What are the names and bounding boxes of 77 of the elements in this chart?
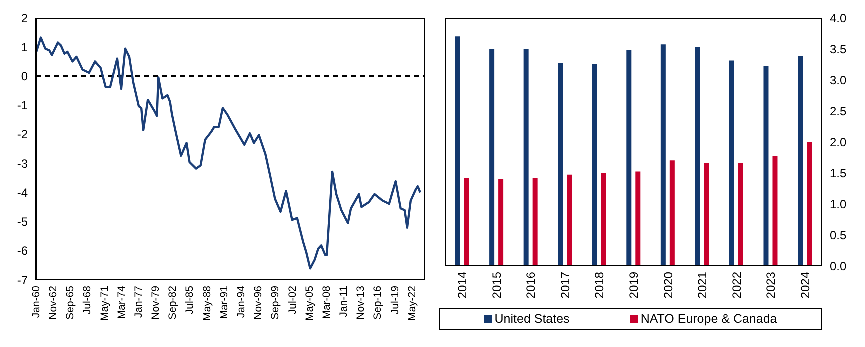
y-tick-label: 1.5 [830,166,848,180]
x-tick-label: May-71 [98,286,111,322]
bar [738,163,744,266]
y-tick-label: 0 [21,69,28,84]
bar [532,178,538,266]
bar [455,36,460,266]
y-tick-label: 4.0 [830,11,848,26]
bar [807,142,812,266]
x-tick-label: Jul-85 [184,286,196,315]
bar [772,156,778,266]
y-tick-label: -1 [17,98,28,113]
x-tick-label: Mar-08 [320,286,333,320]
bar [636,172,641,266]
x-tick-label: 2024 [798,272,812,299]
bar [464,178,470,266]
bar [524,49,529,266]
x-tick-label: 2016 [524,272,538,299]
bar [695,47,700,266]
x-tick-label: Mar-74 [116,286,128,320]
x-tick-label: Jul-19 [389,286,402,315]
x-tick-label: Sep-99 [270,286,282,320]
legend-label: United States [494,312,570,326]
x-tick-label: 2015 [490,272,504,299]
y-tick-label: -6 [17,244,28,258]
x-tick-label: Jul-68 [82,286,94,315]
y-tick-label: 1.0 [830,197,848,212]
y-tick-label: -3 [17,156,28,171]
y-tick-label: 2.5 [830,104,848,118]
y-tick-label: 0.5 [830,228,848,242]
bar [729,60,734,266]
x-tick-label: May-05 [304,286,316,322]
x-tick-label: May-88 [201,286,214,322]
x-tick-label: Jul-02 [286,286,299,315]
y-tick-label: 0.0 [830,259,848,274]
x-tick-label: 2021 [696,272,710,299]
x-tick-label: 2014 [456,272,470,299]
bar [798,56,804,266]
x-tick-label: Sep-16 [372,286,384,320]
x-tick-label: Sep-82 [167,286,180,320]
y-tick-label: 3.0 [830,73,848,88]
y-tick-label: -2 [17,128,28,142]
bar [592,64,598,266]
x-tick-label: Nov-13 [355,286,368,320]
x-tick-label: Nov-96 [252,286,265,320]
x-tick-label: Jan-94 [236,286,248,318]
x-tick-label: 2017 [558,272,572,299]
x-tick-label: Mar-91 [218,286,230,320]
y-tick-label: 3.5 [830,42,848,56]
x-tick-label: 2018 [592,272,607,299]
x-tick-label: 2019 [627,272,642,299]
bar [567,174,572,266]
x-tick-label: Nov-79 [150,286,162,320]
bar [670,160,675,266]
bar [558,63,564,266]
x-tick-label: May-22 [406,286,418,322]
y-tick-label: -4 [17,186,28,200]
x-tick-label: 2023 [764,272,778,299]
x-tick-label: Nov-62 [48,286,60,320]
bar [498,179,504,266]
bar [764,66,769,266]
y-tick-label: 1 [21,40,28,54]
x-tick-label: 2020 [661,272,676,299]
x-tick-label: Jan-11 [338,286,350,318]
bar [626,50,632,266]
bar [704,163,710,266]
y-tick-label: 2 [21,11,28,26]
y-tick-label: -5 [17,215,28,230]
x-tick-label: Jan-77 [132,286,145,318]
x-tick-label: Sep-65 [64,286,77,320]
x-tick-label: 2022 [730,272,744,299]
x-tick-label: Jan-60 [30,286,42,318]
y-tick-label: 2.0 [830,135,848,150]
legend-label: NATO Europe & Canada [640,312,778,326]
y-tick-label: -7 [17,273,28,288]
bar [601,173,606,266]
bar [660,44,666,266]
bar [490,49,495,266]
